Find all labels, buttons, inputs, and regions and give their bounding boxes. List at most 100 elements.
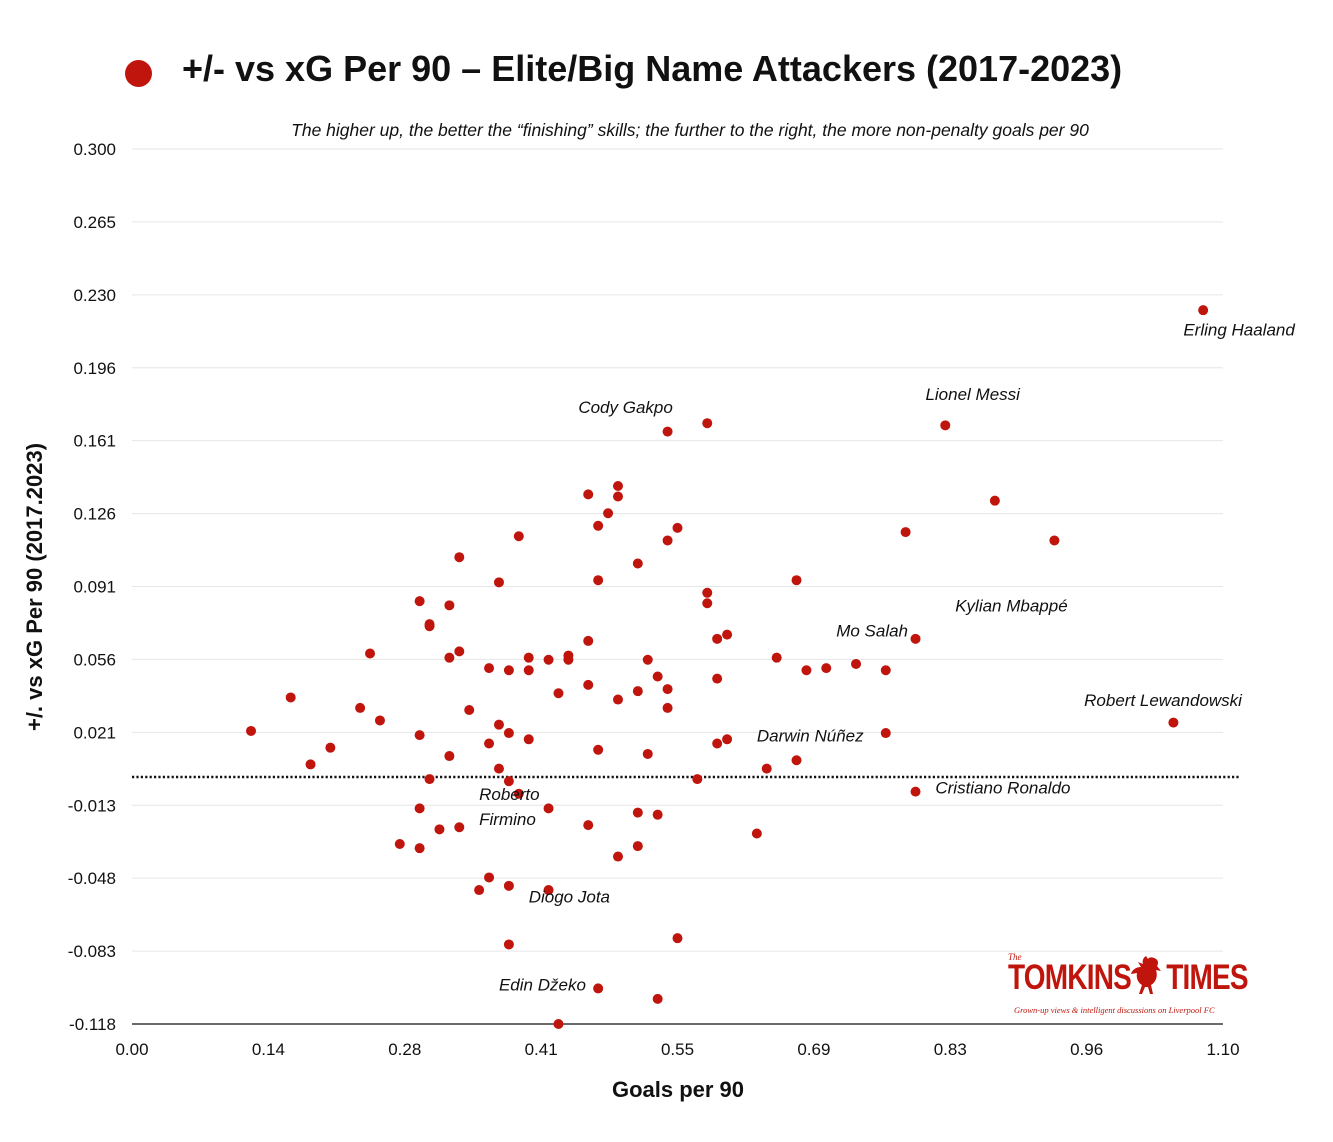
player-label: Darwin Núñez [757, 726, 864, 745]
chart-title: +/- vs xG Per 90 – Elite/Big Name Attack… [182, 48, 1123, 89]
data-point [454, 646, 465, 657]
data-point [285, 692, 296, 703]
y-tick-label: 0.091 [73, 578, 116, 597]
data-point [583, 679, 594, 690]
data-point [484, 872, 495, 883]
data-point [652, 809, 663, 820]
data-point [940, 420, 951, 431]
x-tick-label: 0.55 [661, 1040, 694, 1059]
data-point [553, 1019, 564, 1029]
data-point [672, 522, 683, 533]
data-point [414, 730, 425, 741]
data-point [503, 665, 514, 676]
data-point [593, 744, 604, 755]
data-point [553, 688, 564, 699]
x-tick-label: 0.69 [797, 1040, 830, 1059]
data-point [851, 658, 862, 669]
data-point [493, 577, 504, 588]
data-point [612, 481, 623, 492]
data-point [702, 587, 713, 598]
data-point [543, 885, 554, 896]
y-tick-label: 0.056 [73, 650, 116, 669]
y-tick-label: -0.118 [69, 1015, 116, 1034]
data-point [543, 654, 554, 665]
data-point [493, 719, 504, 730]
player-label: Mo Salah [836, 622, 908, 641]
brand-name: TOMKINS TIMES [1008, 958, 1249, 998]
data-point [791, 755, 802, 766]
data-point [434, 824, 445, 835]
legend-marker [125, 60, 152, 87]
data-point [702, 418, 713, 429]
data-point [632, 807, 643, 818]
data-point [821, 663, 832, 674]
x-tick-label: 0.14 [252, 1040, 285, 1059]
x-tick-label: 0.00 [115, 1040, 148, 1059]
data-point [503, 776, 514, 787]
data-point [662, 426, 673, 437]
liverbird-icon [1131, 956, 1161, 994]
data-point [712, 738, 723, 749]
data-point [513, 531, 524, 542]
data-point [910, 786, 921, 797]
x-tick-label: 1.10 [1206, 1040, 1239, 1059]
data-point [474, 885, 485, 896]
data-point [444, 652, 455, 663]
data-point [424, 774, 435, 785]
axes: 0.300 0.265 0.230 0.196 0.161 0.126 0.091 0.056… [68, 140, 1240, 1059]
data-point [414, 596, 425, 607]
player-label: Erling Haaland [1183, 320, 1295, 339]
player-label: Kylian Mbappé [955, 597, 1067, 616]
player-label: Firmino [479, 810, 536, 829]
data-point [355, 702, 366, 713]
data-point [454, 822, 465, 833]
data-point [414, 843, 425, 854]
y-tick-label: 0.021 [73, 723, 116, 742]
data-points [246, 305, 1209, 1029]
data-point [414, 803, 425, 814]
data-point [692, 774, 703, 785]
player-label: Roberto [479, 785, 539, 804]
data-point [801, 665, 812, 676]
x-axis-title: Goals per 90 [611, 1077, 745, 1102]
player-label: Cristiano Ronaldo [935, 779, 1070, 798]
y-tick-label: 0.265 [73, 213, 116, 232]
data-point [543, 803, 554, 814]
data-point [662, 684, 673, 695]
data-point [612, 491, 623, 502]
y-tick-label: -0.048 [68, 869, 116, 888]
data-point [563, 654, 574, 665]
data-point [761, 763, 772, 774]
data-point [523, 652, 534, 663]
data-point [652, 671, 663, 682]
player-label: Edin Džeko [499, 976, 586, 995]
data-point [989, 495, 1000, 506]
data-point [523, 734, 534, 745]
data-point [662, 702, 673, 713]
y-tick-label: -0.083 [68, 942, 116, 961]
data-point [642, 748, 653, 759]
data-point [791, 575, 802, 586]
data-point [365, 648, 376, 659]
data-point [493, 763, 504, 774]
data-point [593, 983, 604, 994]
data-point [603, 508, 614, 519]
data-point [722, 734, 733, 745]
data-point [612, 851, 623, 862]
data-point [503, 728, 514, 739]
data-point [880, 665, 891, 676]
player-label: Lionel Messi [925, 385, 1021, 404]
chart-subtitle: The higher up, the better the “finishing… [291, 120, 1089, 140]
data-point [900, 527, 911, 538]
data-point [484, 663, 495, 674]
data-point [1198, 305, 1209, 316]
brand-name-right: TIMES [1166, 958, 1248, 997]
data-point [583, 635, 594, 646]
point-annotations: Erling Haaland Lionel Messi Cody Gakpo Kyli… [479, 320, 1295, 994]
data-point [632, 558, 643, 569]
data-point [632, 841, 643, 852]
data-point [305, 759, 316, 770]
data-point [910, 633, 921, 644]
data-point [444, 600, 455, 611]
